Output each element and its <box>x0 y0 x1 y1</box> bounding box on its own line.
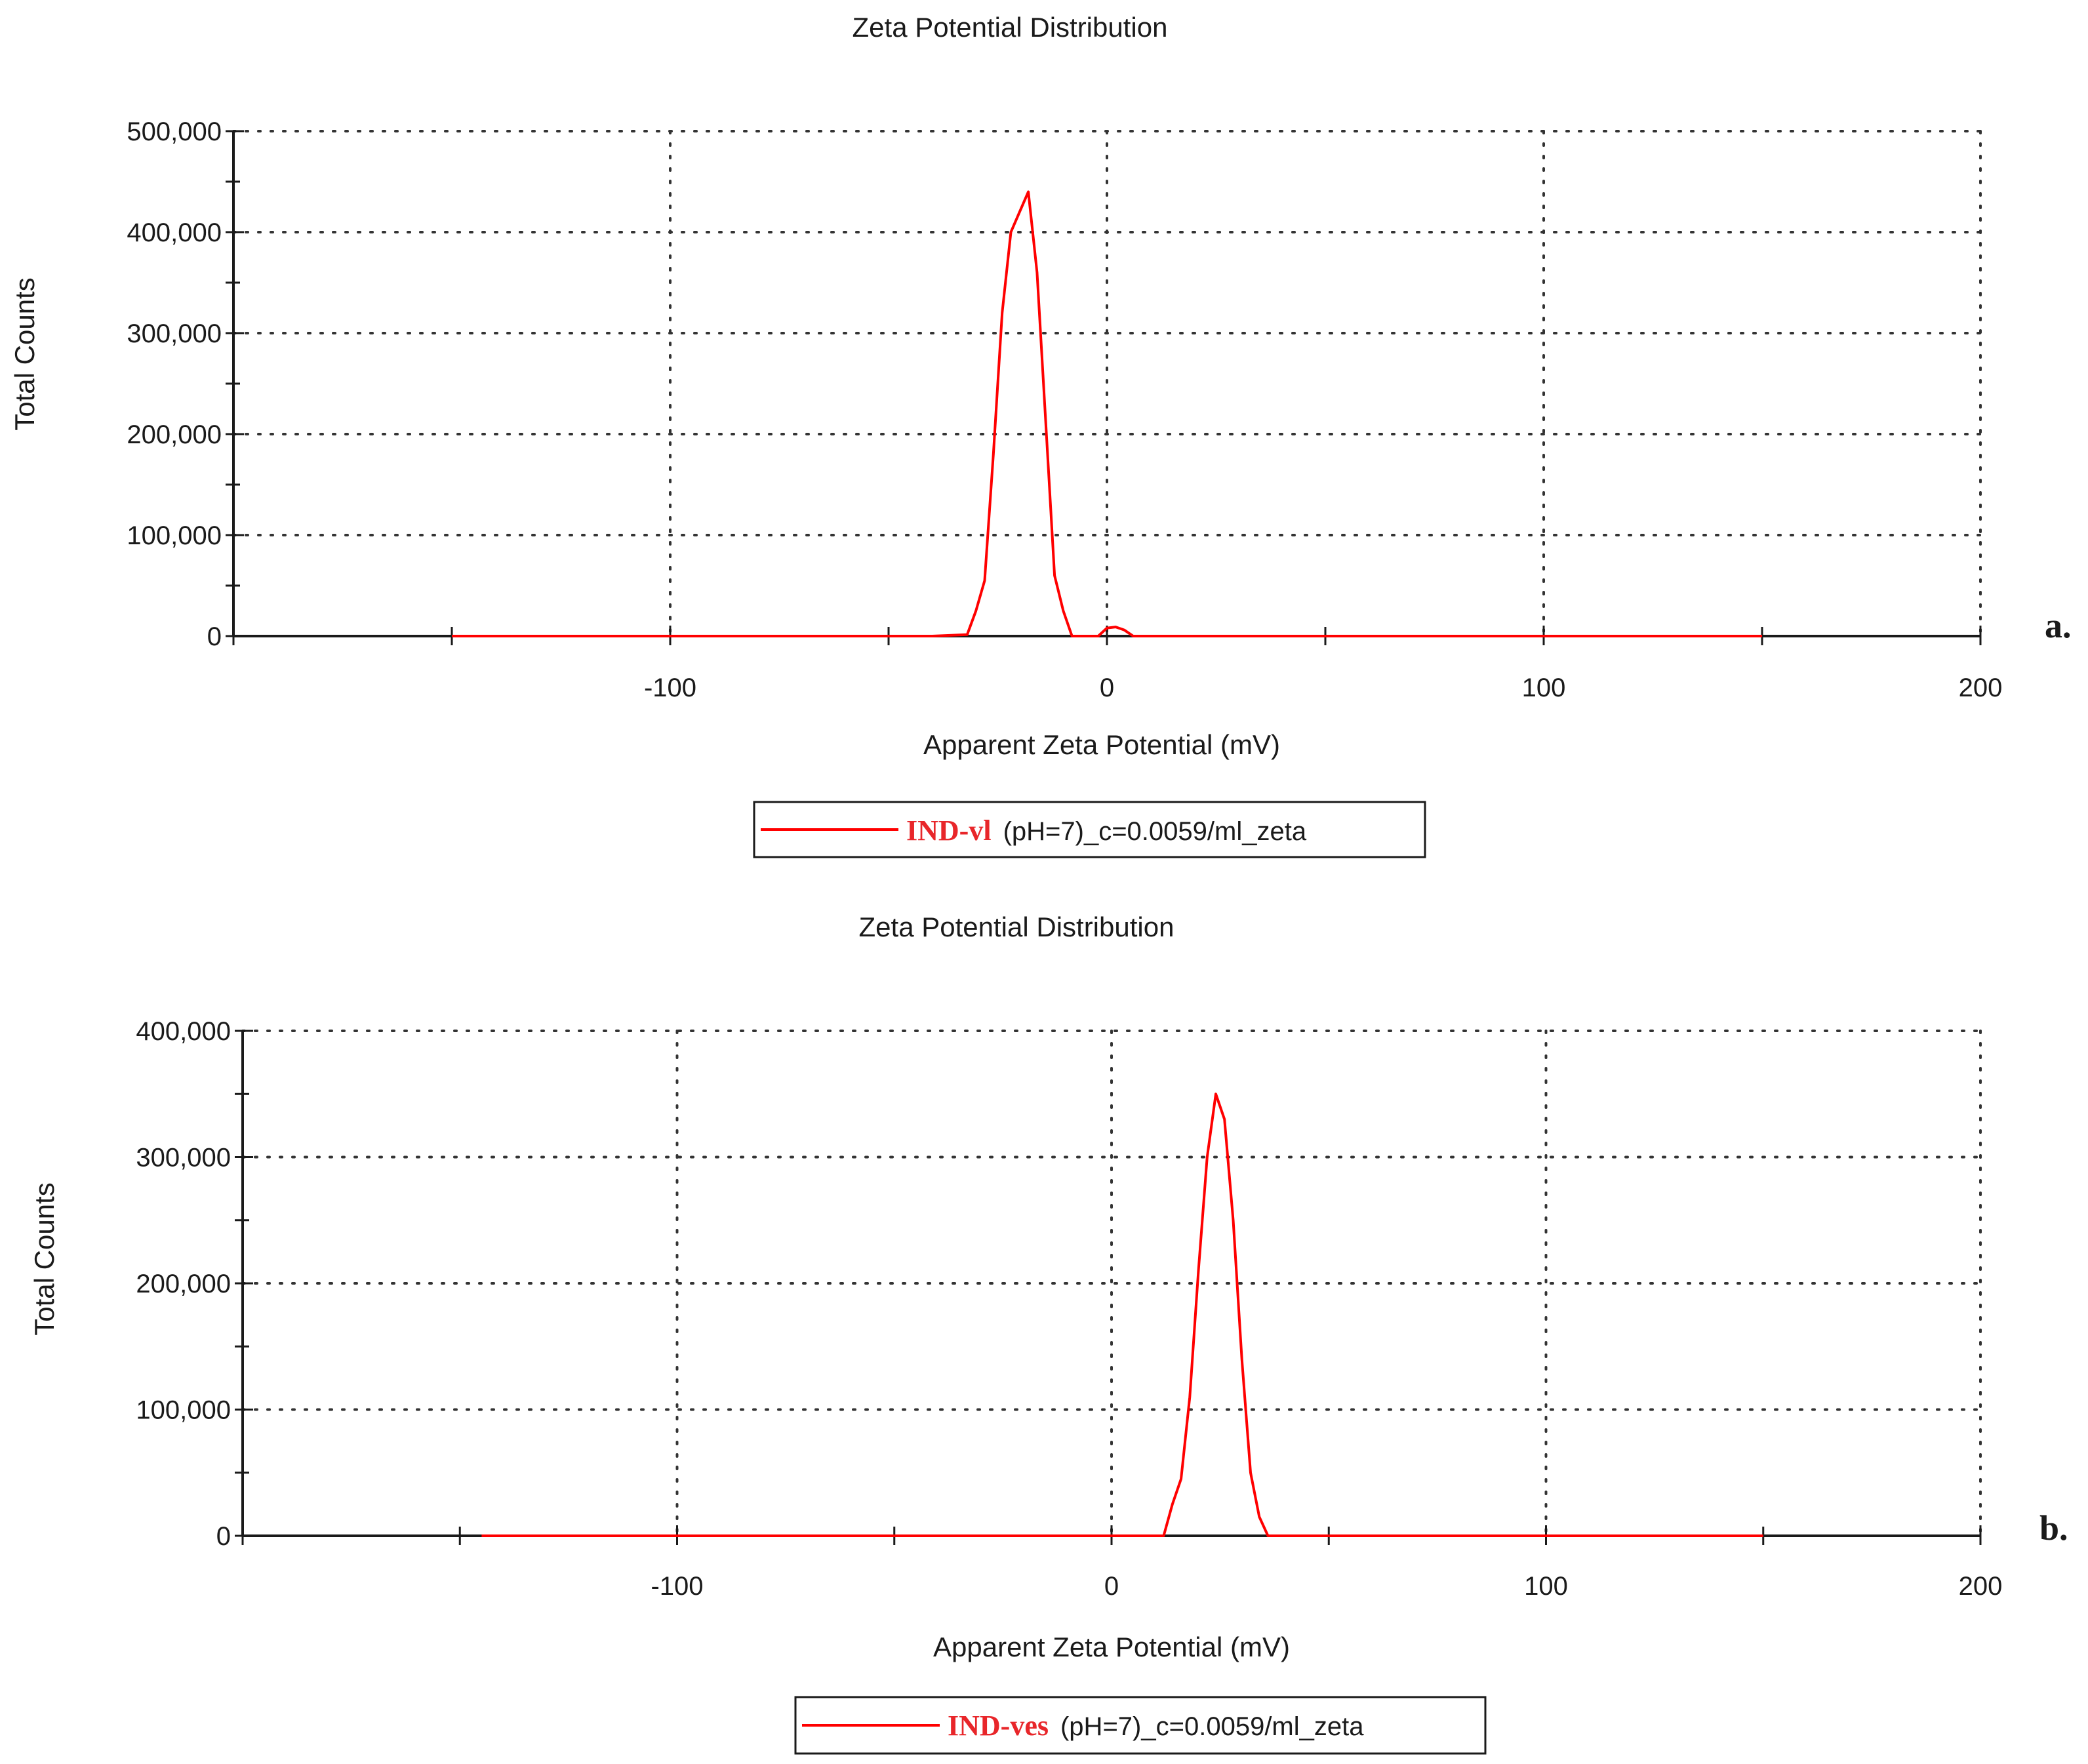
x-axis-label: Apparent Zeta Potential (mV) <box>933 1632 1290 1662</box>
series-line <box>481 1092 1763 1537</box>
x-tick-label: 0 <box>1100 673 1114 702</box>
y-tick-label: 200,000 <box>136 1270 231 1298</box>
legend-text: IND-vl (pH=7)_c=0.0059/ml_zeta <box>906 814 1307 847</box>
y-tick-label: 300,000 <box>136 1144 231 1173</box>
legend-text: IND-ves (pH=7)_c=0.0059/ml_zeta <box>948 1710 1364 1742</box>
y-axis-label: Total Counts <box>9 277 40 430</box>
y-tick-label: 100,000 <box>136 1396 231 1425</box>
chart-title: Zeta Potential Distribution <box>859 912 1174 942</box>
x-tick-label: 0 <box>1104 1572 1119 1601</box>
ticks: 0 100,000 200,000 300,000 400,000 500,000 -100… <box>127 117 2002 702</box>
x-tick-label: 200 <box>1959 1572 2003 1601</box>
x-tick-label: -100 <box>644 673 696 702</box>
chart-panel-a: Zeta Potential Distribution 0 100,000 200,… <box>9 12 2072 858</box>
ticks: 0 100,000 200,000 300,000 400,000 -100 0 100 200 <box>136 1017 2002 1601</box>
legend: IND-ves (pH=7)_c=0.0059/ml_zeta <box>794 1696 1487 1755</box>
legend-series-name: IND-ves <box>948 1710 1049 1742</box>
x-tick-label: 200 <box>1959 673 2003 702</box>
y-tick-label: 500,000 <box>127 117 222 146</box>
legend-series-detail: (pH=7)_c=0.0059/ml_zeta <box>1060 1712 1364 1741</box>
y-tick-label: 300,000 <box>127 319 222 348</box>
x-axis-label: Apparent Zeta Potential (mV) <box>923 729 1280 760</box>
y-axis-label: Total Counts <box>29 1182 60 1335</box>
panel-label-a: a. <box>2045 606 2072 645</box>
series-group <box>452 190 1762 637</box>
panel-label-b: b. <box>2039 1508 2068 1548</box>
grid-lines <box>241 1030 1982 1537</box>
legend-series-name: IND-vl <box>906 814 992 847</box>
y-tick-label: 100,000 <box>127 521 222 550</box>
grid-lines <box>232 130 1982 637</box>
y-tick-label: 0 <box>216 1522 231 1551</box>
y-tick-label: 200,000 <box>127 420 222 449</box>
series-line <box>452 190 1762 637</box>
y-tick-label: 400,000 <box>127 218 222 247</box>
y-tick-label: 0 <box>207 622 222 651</box>
x-tick-label: 100 <box>1522 673 1566 702</box>
legend-series-detail: (pH=7)_c=0.0059/ml_zeta <box>1003 817 1307 846</box>
series-group <box>481 1092 1763 1537</box>
chart-title: Zeta Potential Distribution <box>853 12 1168 43</box>
x-tick-label: -100 <box>651 1572 703 1601</box>
x-tick-label: 100 <box>1524 1572 1568 1601</box>
legend: IND-vl (pH=7)_c=0.0059/ml_zeta <box>753 801 1426 858</box>
chart-panel-b: Zeta Potential Distribution 0 100,000 200,… <box>29 912 2068 1755</box>
y-tick-label: 400,000 <box>136 1017 231 1046</box>
